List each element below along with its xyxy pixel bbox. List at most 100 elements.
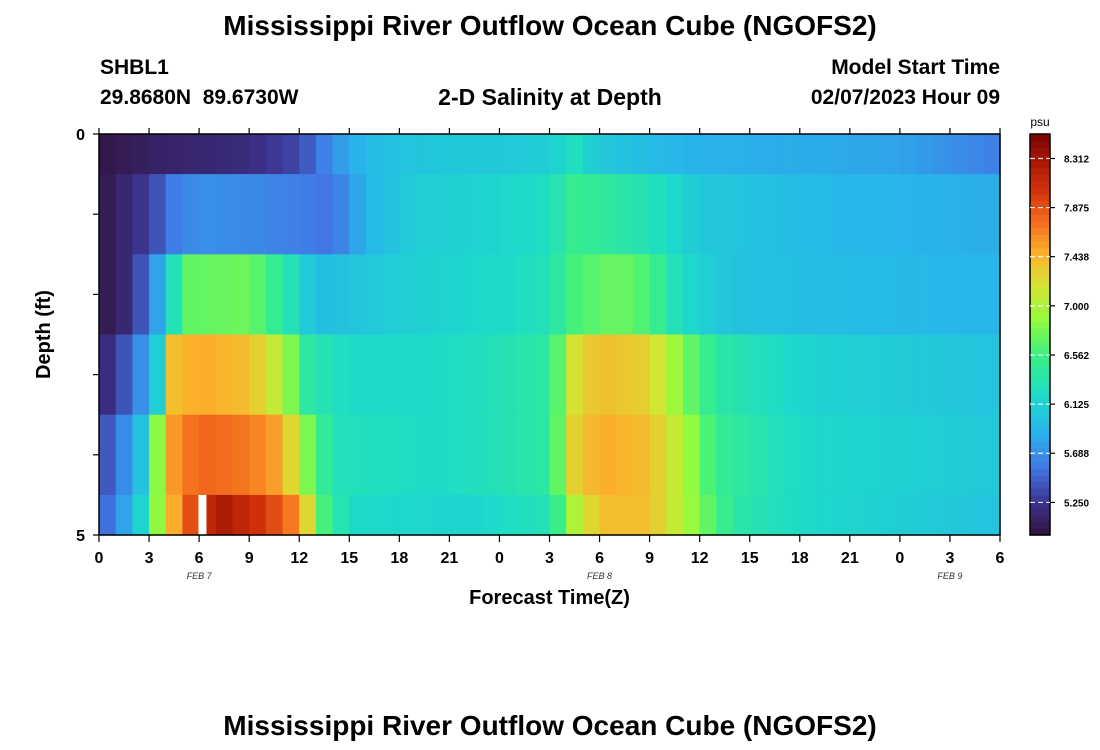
heatmap-cell [649,334,667,416]
heatmap-cell [99,414,117,496]
heatmap-cell [315,134,334,175]
heatmap-cell [582,494,601,536]
heatmap-cell [449,334,467,416]
heatmap-cell [849,334,868,416]
heatmap-cell [215,254,234,336]
heatmap-cell [482,334,501,416]
x-tick-label: 0 [895,550,904,567]
heatmap-cell [349,334,367,416]
heatmap-cell [566,494,584,536]
heatmap-cell [299,134,317,175]
heatmap-cell [783,134,801,175]
heatmap-cell [682,174,701,255]
heatmap-cell [215,134,234,175]
heatmap-cell [516,414,534,496]
y-axis: 05 [76,127,99,545]
heatmap-cell [115,494,133,536]
heatmap-cell [582,414,601,496]
heatmap-cell [449,254,467,336]
heatmap-cell [616,334,634,416]
colorbar-swatch [1030,220,1050,229]
heatmap-cell [866,254,884,336]
y-axis-label: Depth (ft) [33,290,55,379]
heatmap-cell [99,334,117,416]
heatmap-cell [949,494,968,536]
x-tick-label: 12 [290,550,308,567]
colorbar-swatch [1030,234,1050,242]
heatmap-cell [549,174,567,255]
colorbar-swatch [1030,508,1050,516]
colorbar-swatch [1030,160,1050,169]
colorbar-swatch [1030,314,1050,322]
current-time-marker [198,494,207,535]
heatmap-cell [315,494,334,536]
heatmap-cell [632,134,651,175]
heatmap-cell [766,334,784,416]
heatmap-cell [532,334,551,416]
heatmap-cell [799,174,818,255]
heatmap-cell [816,134,834,175]
colorbar-swatch [1030,494,1050,503]
heatmap-cell [849,254,868,336]
heatmap-cell [149,134,167,175]
heatmap-cell [699,494,717,536]
heatmap-cell [616,494,634,536]
heatmap-cell [149,254,167,336]
x-tick-label: 0 [95,550,104,567]
heatmap-cell [916,254,934,336]
heatmap-cell [249,414,267,496]
heatmap-cell [115,134,133,175]
heatmap-cell [282,494,300,536]
heatmap-cell [516,174,534,255]
y-tick-label: 0 [76,127,85,144]
heatmap-cell [966,334,984,416]
heatmap-cell [833,134,851,175]
heatmap-cell [399,334,417,416]
heatmap-cell [466,334,484,416]
heatmap-cell [716,494,734,536]
heatmap-cell [132,174,150,255]
chart-title-second: Mississippi River Outflow Ocean Cube (NG… [223,710,877,741]
heatmap-cell [282,174,300,255]
heatmap-cell [983,414,1001,496]
heatmap-cell [799,134,818,175]
heatmap-cell [666,414,684,496]
heatmap-cell [733,334,751,416]
heatmap-cell [165,494,184,536]
heatmap-cell [265,334,284,416]
heatmap-cell [265,174,284,255]
heatmap-cell [466,134,484,175]
heatmap-cell [265,134,284,175]
heatmap-cell [299,174,317,255]
heatmap-cell [682,134,701,175]
colorbar-tick-label: 8.312 [1064,154,1089,165]
heatmap-cell [616,414,634,496]
heatmap-cell [666,174,684,255]
heatmap-cell [783,414,801,496]
x-tick-label: 3 [545,550,554,567]
colorbar-swatch [1030,207,1050,215]
heatmap-cell [566,254,584,336]
heatmap-cell [733,134,751,175]
heatmap-cell [315,174,334,255]
heatmap-cell [933,414,951,496]
heatmap-cell [682,254,701,336]
heatmap-cell [666,134,684,175]
heatmap-cell [199,334,217,416]
heatmap-cell [582,254,601,336]
x-tick-label: 6 [996,550,1005,567]
colorbar-swatch [1030,174,1050,182]
heatmap-cell [749,494,768,536]
heatmap-cell [332,414,350,496]
heatmap-cell [899,254,918,336]
heatmap-cell [733,414,751,496]
colorbar-swatch [1030,374,1050,382]
heatmap-cell [899,494,918,536]
colorbar-swatch [1030,214,1050,222]
heatmap-cell [432,494,450,536]
heatmap-cell [632,414,651,496]
heatmap-cell [549,134,567,175]
heatmap-cell [382,174,400,255]
heatmap-cell [482,134,501,175]
heatmap-cell [516,494,534,536]
